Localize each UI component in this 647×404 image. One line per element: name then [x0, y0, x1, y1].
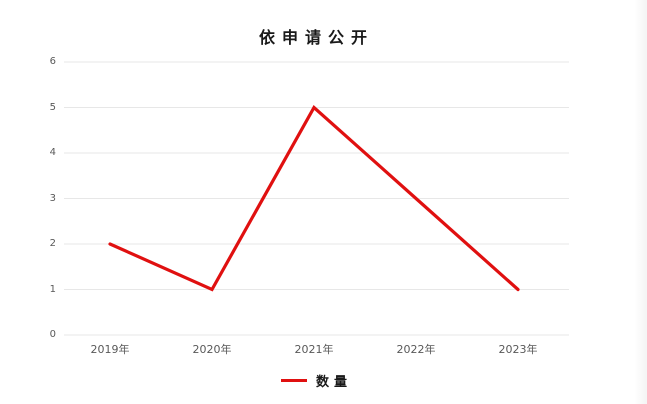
y-axis-tick-label: 2 [49, 238, 56, 249]
y-axis-tick-label: 0 [49, 329, 56, 340]
x-axis-tick-label: 2022年 [396, 343, 436, 356]
x-axis-tick-label: 2020年 [192, 343, 232, 356]
x-axis-tick-label: 2023年 [498, 343, 538, 356]
x-axis-tick-label: 2021年 [294, 343, 334, 356]
y-axis-tick-label: 6 [49, 56, 56, 67]
legend-series-label: 数量 [315, 375, 352, 390]
y-axis-tick-label: 3 [49, 192, 56, 204]
y-axis-tick-label: 5 [49, 101, 56, 113]
chart-legend: 数量 [64, 371, 569, 390]
legend-line-marker-icon [280, 379, 307, 382]
y-axis-tick-label: 1 [49, 283, 56, 295]
chart-title: 依申请公开 [258, 28, 374, 47]
y-axis-tick-label: 4 [49, 147, 56, 158]
x-axis-tick-label: 2019年 [90, 343, 130, 356]
series-line [108, 104, 520, 292]
